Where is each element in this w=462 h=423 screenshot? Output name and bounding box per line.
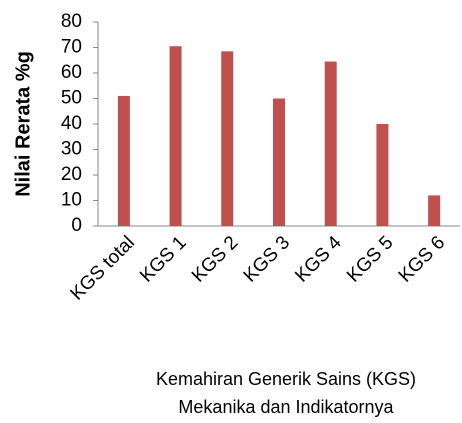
y-tick-label: 80 xyxy=(61,11,82,32)
y-tick-label: 60 xyxy=(61,62,82,83)
bar xyxy=(376,124,389,226)
y-tick-label: 10 xyxy=(61,190,82,211)
y-tick-label: 30 xyxy=(61,139,82,160)
y-tick-label: 70 xyxy=(61,37,82,58)
y-tick-label: 50 xyxy=(61,88,82,109)
bar xyxy=(273,98,285,226)
x-tick-label: KGS 1 xyxy=(136,232,190,286)
bar xyxy=(117,95,130,226)
bar xyxy=(324,61,337,227)
bar xyxy=(428,195,441,226)
y-tick-label: 0 xyxy=(71,215,82,236)
bar xyxy=(169,46,182,226)
y-axis-label: Nilai Rerata %g xyxy=(12,51,34,197)
x-tick-label: KGS 6 xyxy=(395,232,449,286)
y-tick-label: 20 xyxy=(61,164,82,185)
x-axis-label: Kemahiran Generik Sains (KGS) xyxy=(156,369,416,389)
x-tick-label: KGS 3 xyxy=(240,232,294,286)
x-tick-label: KGS 5 xyxy=(343,232,397,286)
x-tick-label: KGS total xyxy=(67,232,139,304)
x-tick-label: KGS 2 xyxy=(188,232,242,286)
bar xyxy=(221,51,234,227)
y-tick-label: 40 xyxy=(61,113,82,134)
x-tick-label: KGS 4 xyxy=(291,232,346,287)
x-axis-label: Mekanika dan Indikatornya xyxy=(178,397,394,417)
